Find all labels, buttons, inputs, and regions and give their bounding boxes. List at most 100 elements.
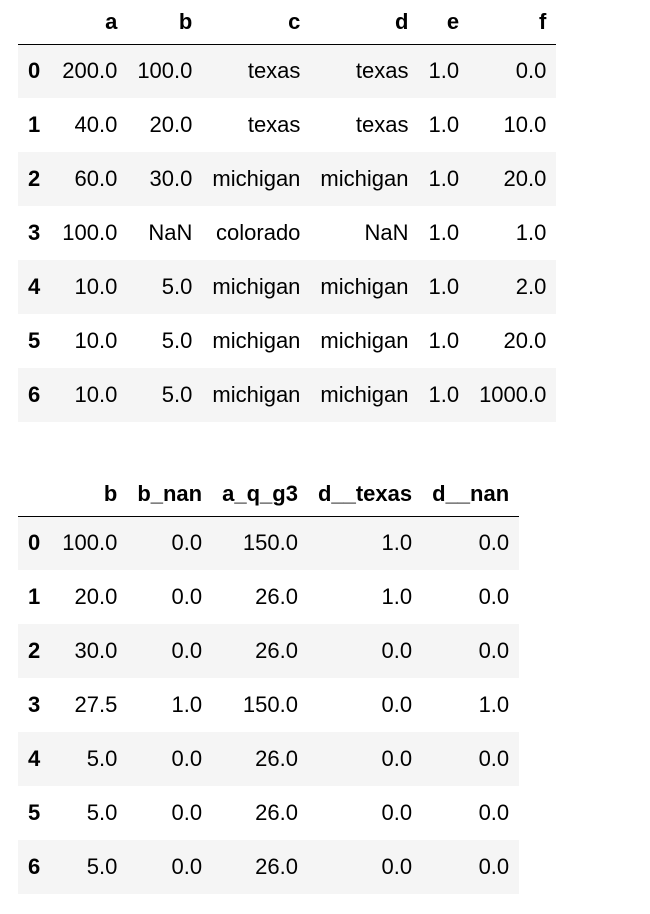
row-index: 6: [28, 382, 41, 407]
table-row: 3 27.5 1.0 150.0 0.0 1.0: [18, 678, 520, 732]
table-cell: 150.0: [242, 692, 298, 717]
table-cell: 100.0: [62, 220, 118, 245]
table-cell: 1.0: [478, 692, 510, 717]
column-header: a: [52, 0, 128, 45]
table-cell: michigan: [212, 274, 301, 299]
row-index: 4: [28, 274, 41, 299]
table-cell: michigan: [320, 274, 409, 299]
table-header: b b_nan a_q_g3 d__texas d__nan: [18, 472, 520, 517]
column-header: b_nan: [127, 472, 213, 517]
table-cell: 1.0: [171, 692, 203, 717]
table-cell: michigan: [212, 328, 301, 353]
table-cell: 0.0: [478, 530, 510, 556]
table-cell: 0.0: [478, 746, 510, 771]
table-cell: 1.0: [381, 530, 413, 556]
table-cell: 0.0: [381, 638, 413, 663]
table-cell: 5.0: [86, 746, 118, 771]
table-cell: 0.0: [171, 584, 203, 609]
index-header: [18, 472, 53, 517]
table-row: 4 5.0 0.0 26.0 0.0 0.0: [18, 732, 520, 786]
table-body: 0 100.0 0.0 150.0 1.0 0.0 1 20.0 0.0 26.0 1.0 0.0 2 3…: [18, 516, 520, 894]
table-cell: 0.0: [381, 746, 413, 771]
table-cell: 30.0: [149, 166, 193, 191]
table-cell: 0.0: [171, 638, 203, 663]
table-cell: 1.0: [428, 274, 460, 299]
table-cell: 0.0: [171, 746, 203, 771]
table-cell: 150.0: [242, 530, 298, 556]
table-cell: NaN: [364, 220, 409, 245]
table-cell: 1.0: [515, 220, 547, 245]
table-cell: 100.0: [62, 530, 118, 556]
table-row: 0 100.0 0.0 150.0 1.0 0.0: [18, 516, 520, 570]
column-header: f: [469, 0, 557, 45]
row-index: 3: [28, 220, 41, 245]
table-cell: 26.0: [255, 638, 298, 663]
table-row: 0 200.0 100.0 texas texas 1.0 0.0: [18, 44, 557, 98]
table-cell: 2.0: [515, 274, 547, 299]
table-cell: 0.0: [171, 800, 203, 825]
row-index: 2: [28, 638, 41, 663]
table-cell: 10.0: [503, 112, 547, 137]
table-cell: 0.0: [381, 692, 413, 717]
row-index: 5: [28, 328, 41, 353]
table-cell: 26.0: [255, 584, 298, 609]
table-cell: 40.0: [74, 112, 118, 137]
table-cell: 10.0: [74, 274, 118, 299]
table-cell: 30.0: [74, 638, 118, 663]
table-cell: 1.0: [428, 58, 460, 84]
column-header: d__texas: [307, 472, 423, 517]
table-row: 1 20.0 0.0 26.0 1.0 0.0: [18, 570, 520, 624]
row-index: 0: [28, 58, 41, 84]
table-cell: 0.0: [515, 58, 547, 84]
table-cell: 0.0: [171, 854, 203, 879]
table-row: 4 10.0 5.0 michigan michigan 1.0 2.0: [18, 260, 557, 314]
table-cell: 20.0: [149, 112, 193, 137]
table-cell: 10.0: [74, 328, 118, 353]
table-cell: colorado: [216, 220, 301, 245]
header-row: b b_nan a_q_g3 d__texas d__nan: [18, 472, 520, 517]
table-cell: 10.0: [74, 382, 118, 407]
row-index: 1: [28, 112, 41, 137]
table-cell: NaN: [148, 220, 193, 245]
table-cell: 5.0: [86, 800, 118, 825]
table-row: 3 100.0 NaN colorado NaN 1.0 1.0: [18, 206, 557, 260]
table-cell: 0.0: [171, 530, 203, 556]
index-header: [18, 0, 53, 45]
table-cell: 0.0: [478, 638, 510, 663]
row-index: 6: [28, 854, 41, 879]
dataframe-table-2: b b_nan a_q_g3 d__texas d__nan 0 100.0 0.0 150.…: [18, 472, 520, 894]
table-cell: 0.0: [381, 854, 413, 879]
table-cell: 5.0: [161, 274, 193, 299]
table-cell: 20.0: [74, 584, 118, 609]
table-row: 2 60.0 30.0 michigan michigan 1.0 20.0: [18, 152, 557, 206]
table-cell: 0.0: [381, 800, 413, 825]
row-index: 3: [28, 692, 41, 717]
row-index: 0: [28, 530, 41, 556]
table-cell: 5.0: [161, 328, 193, 353]
table-row: 5 5.0 0.0 26.0 0.0 0.0: [18, 786, 520, 840]
table-cell: michigan: [212, 166, 301, 191]
table-cell: 1.0: [428, 382, 460, 407]
table-cell: texas: [355, 112, 409, 137]
table-cell: 5.0: [86, 854, 118, 879]
table-cell: 60.0: [74, 166, 118, 191]
table-cell: 0.0: [478, 854, 510, 879]
table-cell: 26.0: [255, 746, 298, 771]
table-cell: 1.0: [428, 166, 460, 191]
table-row: 1 40.0 20.0 texas texas 1.0 10.0: [18, 98, 557, 152]
table-body: 0 200.0 100.0 texas texas 1.0 0.0 1 40.0 20.0 texa…: [18, 44, 557, 422]
table-cell: texas: [247, 112, 301, 137]
table-cell: 1.0: [428, 220, 460, 245]
table-cell: 5.0: [161, 382, 193, 407]
table-cell: 20.0: [503, 166, 547, 191]
table-cell: 26.0: [255, 854, 298, 879]
table-cell: 1000.0: [479, 382, 547, 407]
table-row: 6 5.0 0.0 26.0 0.0 0.0: [18, 840, 520, 894]
table-cell: 0.0: [478, 800, 510, 825]
row-index: 1: [28, 584, 41, 609]
table-row: 5 10.0 5.0 michigan michigan 1.0 20.0: [18, 314, 557, 368]
table-cell: 20.0: [503, 328, 547, 353]
table-cell: 100.0: [137, 58, 193, 84]
